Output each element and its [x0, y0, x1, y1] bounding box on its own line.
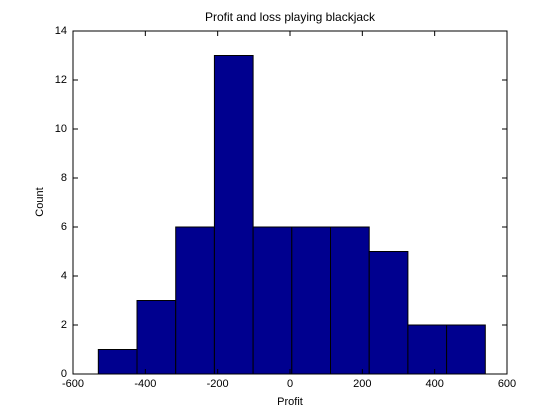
y-tick-label: 4: [61, 270, 67, 282]
bar: [368, 251, 409, 375]
x-tick-label: 200: [353, 378, 371, 390]
bar: [407, 324, 448, 375]
bar: [175, 226, 215, 375]
y-tick-label: 14: [55, 25, 67, 37]
bar: [97, 349, 138, 375]
x-tick-label: 400: [425, 378, 443, 390]
bar: [291, 226, 332, 375]
y-tick-label: 2: [61, 319, 67, 331]
y-tick-label: 8: [61, 172, 67, 184]
chart-title: Profit and loss playing blackjack: [205, 10, 376, 24]
x-tick-label: -600: [62, 378, 84, 390]
x-tick-label: 600: [498, 378, 516, 390]
x-tick-label: -400: [134, 378, 156, 390]
bar: [213, 55, 254, 375]
y-tick-label: 10: [55, 123, 67, 135]
y-tick-label: 0: [61, 368, 67, 380]
y-axis-label: Count: [34, 187, 46, 216]
x-tick-label: 0: [287, 378, 293, 390]
bar: [136, 300, 177, 375]
bar: [446, 324, 486, 375]
bar: [252, 226, 293, 375]
y-tick-label: 12: [55, 74, 67, 86]
bar: [330, 226, 370, 375]
x-tick-label: -200: [207, 378, 229, 390]
x-axis-label: Profit: [277, 396, 303, 408]
y-tick-label: 6: [61, 221, 67, 233]
